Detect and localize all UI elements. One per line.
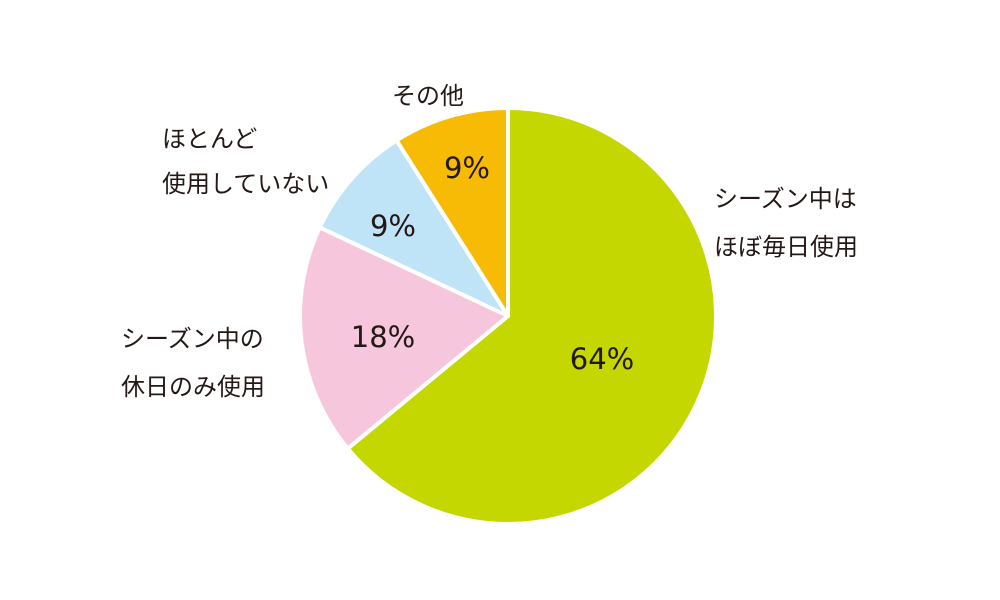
pct-label-other: 9% xyxy=(444,151,490,185)
pct-label-holiday: 18% xyxy=(351,320,415,354)
pie-slice-daily xyxy=(345,106,718,526)
pct-label-daily: 64% xyxy=(570,342,634,376)
pie-slice-rarely xyxy=(317,138,510,318)
category-label-holiday-line-1: シーズン中の xyxy=(121,325,264,353)
category-label-other-line-1: その他 xyxy=(392,82,464,110)
category-label-holiday-line-2: 休日のみ使用 xyxy=(121,373,265,401)
pie-slice-other xyxy=(394,106,510,318)
category-label-rarely-line-2: 使用していない xyxy=(162,170,329,198)
pct-label-rarely: 9% xyxy=(370,209,416,243)
pie-slice-holiday xyxy=(298,225,510,451)
category-label-daily-line-2: ほぼ毎日使用 xyxy=(714,233,858,261)
pie-slices xyxy=(298,106,718,526)
category-label-rarely-line-1: ほとんど xyxy=(162,125,257,153)
category-label-daily-line-1: シーズン中は xyxy=(714,185,857,213)
